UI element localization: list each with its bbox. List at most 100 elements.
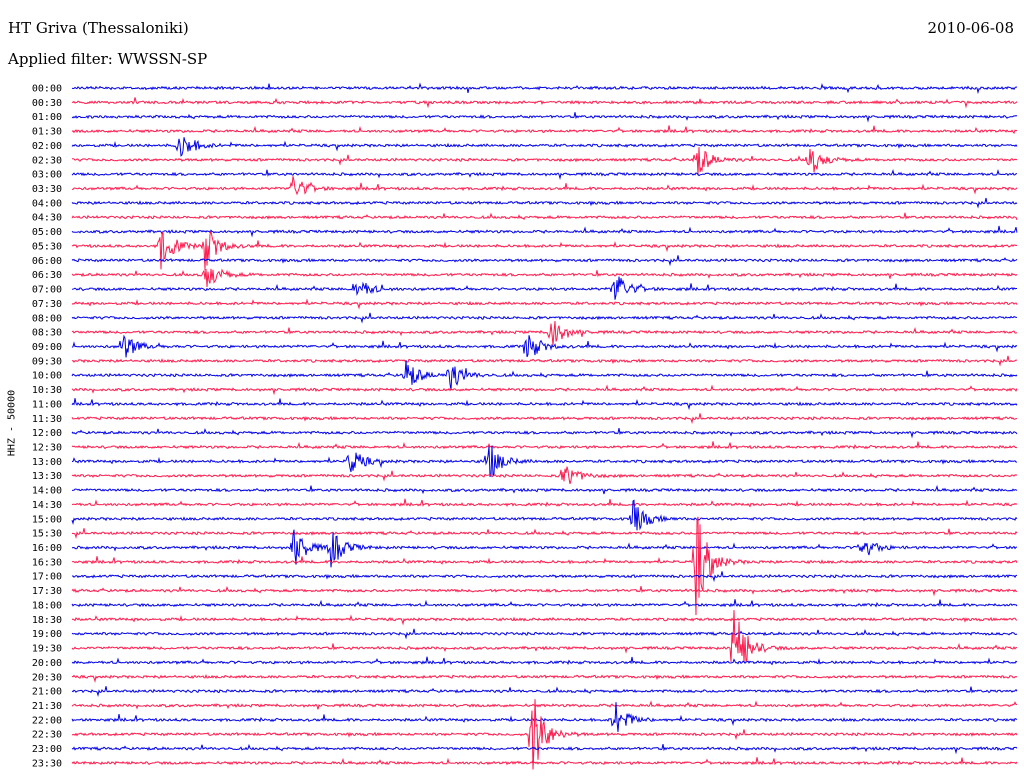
row-time-label: 15:00 [32,514,62,525]
trace-line [71,610,1018,664]
trace-line [71,312,1017,324]
row-time-label: 23:30 [32,758,62,769]
row-time-label: 09:30 [32,356,62,367]
row-time-label: 17:00 [32,572,62,583]
trace-line [71,686,1018,698]
trace-line [71,599,1018,608]
trace-line [71,176,1018,196]
row-time-label: 07:00 [32,285,62,296]
row-time-label: 15:30 [32,529,62,540]
trace-line [71,334,1018,358]
row-time-label: 04:30 [32,213,62,224]
row-time-label: 13:30 [32,471,62,482]
row-time-label: 11:30 [32,414,62,425]
trace-line [71,125,1018,134]
station-title: HT Griva (Thessaloniki) [8,19,189,37]
trace-line [71,298,1018,310]
trace-line [71,484,1018,495]
trace-line [71,384,1018,396]
row-time-label: 04:00 [32,198,62,209]
trace-line [71,498,1018,508]
row-time-label: 22:00 [32,715,62,726]
trace-line [71,97,1018,109]
trace-line [71,255,1018,267]
row-time-label: 11:00 [32,399,62,410]
trace-line [71,212,1018,221]
trace-line [71,628,1018,640]
row-time-label: 01:30 [32,127,62,138]
row-time-label: 12:00 [32,428,62,439]
row-time-label: 16:00 [32,543,62,554]
trace-line [71,320,1018,346]
row-time-label: 09:00 [32,342,62,353]
date-label: 2010-06-08 [927,19,1014,37]
trace-line [71,499,1018,531]
row-time-label: 21:00 [32,687,62,698]
row-time-label: 17:30 [32,586,62,597]
trace-line [71,225,1018,238]
trace-line [71,112,1018,123]
row-time-label: 13:00 [32,457,62,468]
row-time-label: 14:00 [32,486,62,497]
row-time-label: 03:30 [32,184,62,195]
trace-line [71,743,1018,755]
trace-line [71,268,1018,288]
trace-line [71,428,1018,439]
trace-line [71,445,1018,478]
trace-line [71,276,1017,300]
row-time-label: 23:00 [32,744,62,755]
row-time-label: 05:00 [32,227,62,238]
row-time-label: 05:30 [32,241,62,252]
trace-line [71,656,1018,666]
row-time-label: 03:00 [32,170,62,181]
trace-line [71,441,1017,450]
trace-line [71,360,1018,391]
row-time-label: 07:30 [32,299,62,310]
row-time-label: 06:00 [32,256,62,267]
row-time-label: 20:00 [32,658,62,669]
trace-line [71,757,1018,766]
trace-line [71,699,1018,770]
row-time-label: 02:30 [32,155,62,166]
trace-line [71,413,1017,425]
row-time-label: 08:30 [32,328,62,339]
row-time-label: 08:00 [32,313,62,324]
trace-line [71,571,1017,583]
trace-line [71,674,1018,684]
row-time-label: 19:30 [32,644,62,655]
row-time-label: 06:30 [32,270,62,281]
trace-line [71,516,1018,616]
trace-line [71,82,1018,95]
filter-label: Applied filter: WWSSN-SP [8,50,208,68]
row-time-label: 19:00 [32,629,62,640]
row-time-label: 12:30 [32,443,62,454]
trace-line [71,466,1018,485]
trace-line [71,355,1018,367]
trace-line [71,702,1018,732]
trace-line [71,528,1018,539]
trace-line [71,585,1018,597]
trace-line [71,700,1018,710]
row-time-label: 21:30 [32,701,62,712]
row-time-label: 18:00 [32,600,62,611]
row-time-label: 02:00 [32,141,62,152]
row-time-label: 10:30 [32,385,62,396]
row-time-label: 10:00 [32,371,62,382]
row-time-label: 16:30 [32,557,62,568]
row-time-label: 00:00 [32,84,62,95]
row-time-label: 01:00 [32,112,62,123]
trace-line [71,230,1018,270]
row-time-label: 22:30 [32,730,62,741]
trace-line [71,398,1018,411]
trace-line [72,147,1018,176]
row-time-label: 14:30 [32,500,62,511]
row-time-label: 20:30 [32,672,62,683]
trace-line [71,168,1018,180]
row-time-label: 18:30 [32,615,62,626]
trace-line [71,614,1018,626]
row-time-label: 00:30 [32,98,62,109]
trace-line [71,137,1018,157]
trace-line [71,529,1018,568]
trace-line [71,197,1018,209]
